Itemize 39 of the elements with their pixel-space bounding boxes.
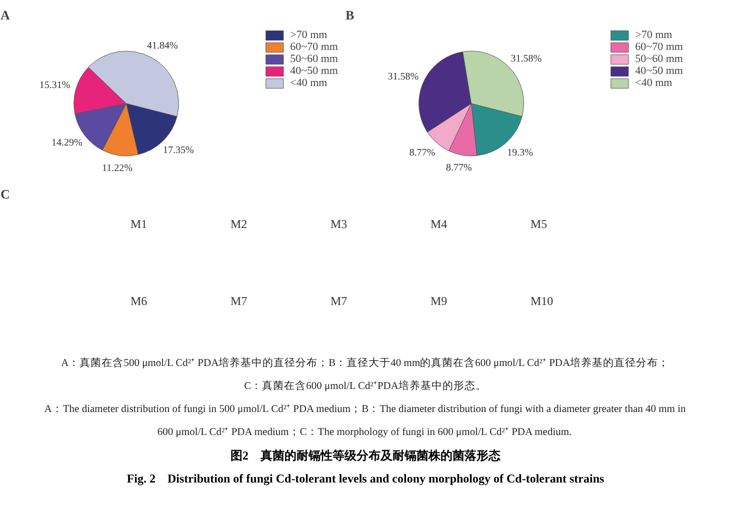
text: M4 — [430, 216, 448, 231]
chart-title: A — [0, 8, 10, 22]
chart-title: B — [346, 8, 354, 22]
text: C：真菌在含600 μmol/L Cd²⁺PDA培养基中的形态。 — [244, 379, 486, 392]
text: M3 — [330, 216, 348, 231]
text: C — [0, 186, 10, 202]
legend-label: <40 mm — [290, 77, 328, 89]
data-label: 11.22% — [102, 163, 132, 174]
legend-label: >70 mm — [635, 29, 672, 41]
legend-label: <40 mm — [635, 77, 672, 89]
data-label: 8.77% — [446, 162, 472, 174]
legend-label: 40~50 mm — [635, 65, 683, 77]
text: M2 — [230, 216, 248, 231]
text: M5 — [530, 216, 548, 231]
legend-label: >70 mm — [290, 29, 328, 41]
legend-label: 50~60 mm — [290, 53, 338, 65]
text: M6 — [130, 294, 148, 308]
data-label: 31.58% — [388, 72, 419, 83]
data-label: 14.29% — [52, 138, 82, 149]
data-label: 17.35% — [163, 144, 194, 156]
text: M9 — [430, 294, 448, 308]
text: 图2 真菌的耐镉性等级分布及耐镉菌株的菌落形态 — [230, 448, 502, 462]
data-label: 19.3% — [507, 147, 533, 158]
text: Fig. 2 Distribution of fungi Cd-tolerant levels and colony morphology of Cd-tolerant strains — [126, 472, 604, 486]
legend-label: 60~70 mm — [290, 41, 338, 53]
text: 600 μmol/L Cd²⁺ PDA medium；C：The morphology of fungi in 600 μmol/L Cd²⁺ PDA medium. — [157, 427, 572, 438]
text: M1 — [130, 216, 148, 231]
legend-label: 60~70 mm — [635, 41, 683, 53]
text: M7 — [230, 294, 248, 308]
data-label: 15.31% — [39, 80, 70, 91]
text: M10 — [530, 294, 554, 308]
legend-label: 40~50 mm — [290, 65, 338, 77]
text: A：真菌在含500 μmol/L Cd²⁺ PDA培养基中的直径分布；B：直径大于40 mm的真菌在含600 μmol/L Cd²⁺ PDA培养基的直径分布； — [61, 356, 670, 369]
data-label: 8.77% — [409, 147, 436, 158]
legend-label: 50~60 mm — [635, 53, 683, 65]
data-label: 31.58% — [510, 54, 542, 65]
text: M7 — [330, 294, 348, 308]
text: A：The diameter distribution of fungi in 500 μmol/L Cd²⁺ PDA medium；B：The diameter distribution of fungi with a diameter greater than 40 mm in — [44, 404, 686, 415]
data-label: 41.84% — [146, 40, 178, 52]
